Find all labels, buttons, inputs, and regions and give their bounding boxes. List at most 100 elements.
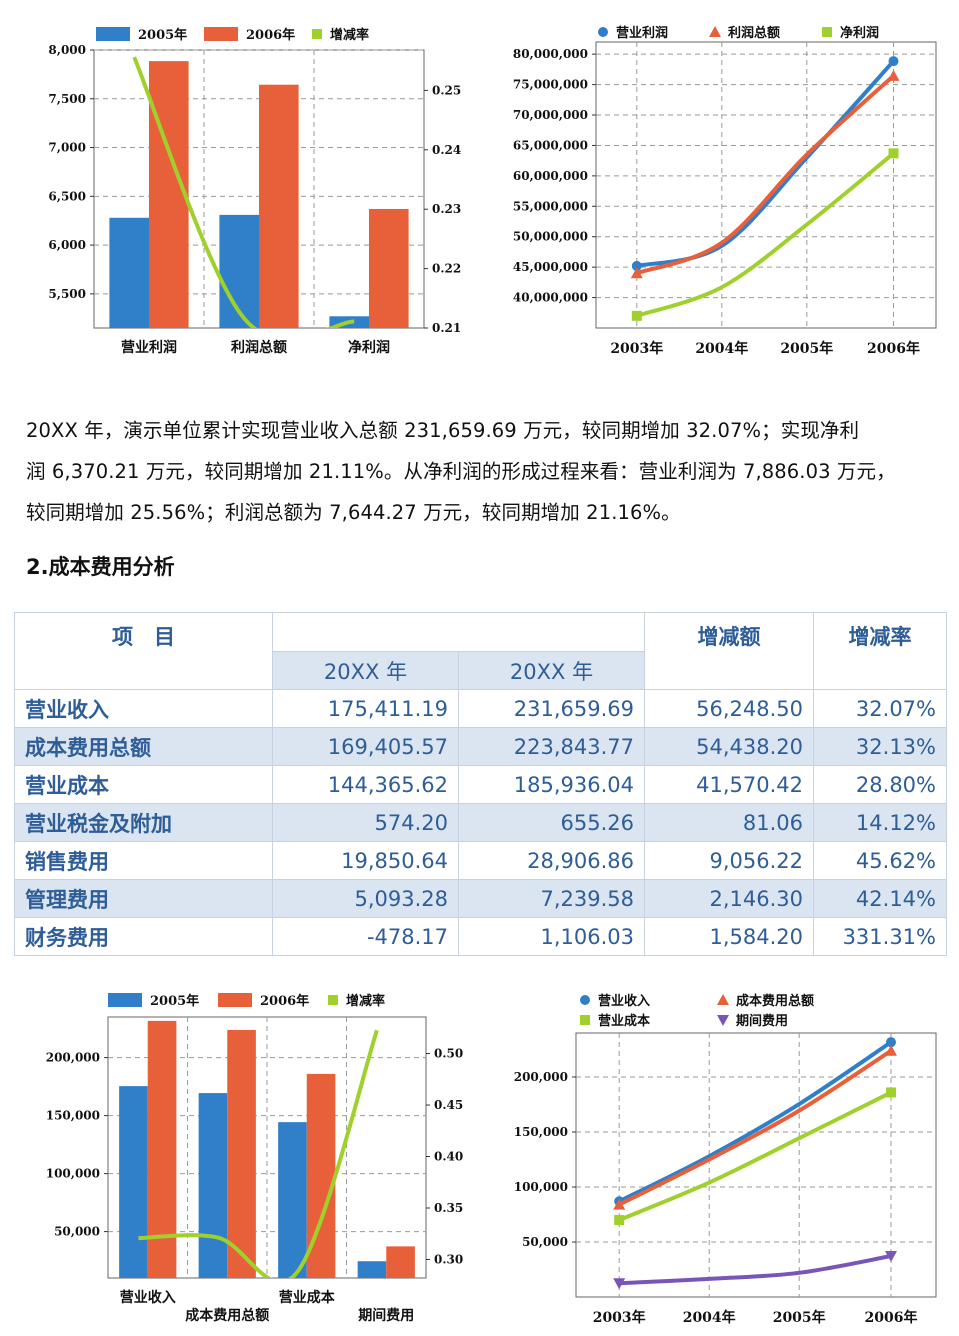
series-point bbox=[613, 1278, 626, 1290]
legend-label: 2006年 bbox=[260, 993, 309, 1009]
bar bbox=[119, 1086, 148, 1278]
y-tick-label: 5,500 bbox=[48, 287, 86, 301]
cell-value: 28,906.86 bbox=[458, 841, 645, 880]
table-row: 销售费用 19,850.64 28,906.86 9,056.22 45.62% bbox=[14, 841, 947, 880]
cell-value: 54,438.20 bbox=[644, 727, 814, 766]
y2-tick-label: 0.45 bbox=[434, 1098, 463, 1112]
series-point bbox=[630, 267, 643, 279]
rate-line bbox=[138, 1029, 379, 1278]
x-tick-label: 2004年 bbox=[683, 1309, 736, 1326]
series-point bbox=[631, 260, 642, 271]
y-tick-label: 150,000 bbox=[46, 1109, 100, 1123]
cell-value: 14.12% bbox=[813, 803, 947, 842]
y-tick-label: 50,000 bbox=[522, 1235, 568, 1249]
series-line bbox=[618, 1049, 893, 1207]
cost-analysis-table: 项 目 增减额 增减率 20XX 年 20XX 年 营业收入 175,411.19… bbox=[14, 612, 947, 956]
cell-value: 56,248.50 bbox=[644, 689, 814, 728]
x-tick-label: 2005年 bbox=[773, 1309, 826, 1326]
row-label: 销售费用 bbox=[14, 841, 273, 880]
legend-swatch bbox=[218, 993, 252, 1007]
legend-marker bbox=[717, 1015, 729, 1026]
y-tick-label: 6,500 bbox=[48, 189, 86, 203]
legend-swatch bbox=[312, 29, 322, 39]
paragraph-line: 润 6,370.21 万元，较同期增加 21.11%。从净利润的形成过程来看：营… bbox=[26, 460, 896, 483]
table-row: 管理费用 5,093.28 7,239.58 2,146.30 42.14% bbox=[14, 879, 947, 918]
legend-label: 2005年 bbox=[138, 27, 187, 43]
y-tick-label: 100,000 bbox=[46, 1167, 100, 1181]
series-line bbox=[618, 1040, 893, 1204]
x-category-label: 营业利润 bbox=[121, 339, 177, 356]
bar bbox=[278, 1122, 307, 1278]
cell-value: 19,850.64 bbox=[272, 841, 459, 880]
y-tick-label: 40,000,000 bbox=[513, 291, 588, 305]
y2-tick-label: 0.35 bbox=[434, 1201, 463, 1215]
y-tick-label: 150,000 bbox=[514, 1125, 568, 1139]
y-tick-label: 80,000,000 bbox=[513, 47, 588, 61]
cell-value: 41,570.42 bbox=[644, 765, 814, 804]
cell-value: 32.07% bbox=[813, 689, 947, 728]
cell-value: 169,405.57 bbox=[272, 727, 459, 766]
y-tick-label: 200,000 bbox=[46, 1051, 100, 1065]
y-tick-label: 45,000,000 bbox=[513, 260, 588, 274]
series-line bbox=[619, 1254, 892, 1286]
y2-tick-label: 0.25 bbox=[432, 83, 461, 97]
bar bbox=[109, 217, 149, 328]
y2-tick-label: 0.24 bbox=[432, 143, 461, 157]
row-label: 营业收入 bbox=[14, 689, 273, 728]
cost-trend-line-chart: 200,000 150,000 100,000 50,000 2003年 2004年 200… bbox=[480, 975, 959, 1336]
bar bbox=[357, 1261, 387, 1278]
section-heading: 2.成本费用分析 bbox=[26, 555, 175, 579]
cell-value: 5,093.28 bbox=[272, 879, 459, 918]
bar bbox=[259, 84, 299, 328]
y-tick-label: 55,000,000 bbox=[513, 199, 588, 213]
y-tick-label: 100,000 bbox=[514, 1180, 568, 1194]
y-tick-label: 75,000,000 bbox=[513, 78, 588, 92]
y-tick-label: 6,000 bbox=[48, 238, 86, 252]
cell-value: 2,146.30 bbox=[644, 879, 814, 918]
y-tick-label: 7,000 bbox=[48, 141, 86, 155]
legend-label: 成本费用总额 bbox=[736, 993, 814, 1009]
legend-label: 营业收入 bbox=[598, 993, 650, 1009]
legend-label: 净利润 bbox=[840, 25, 879, 41]
row-label: 财务费用 bbox=[14, 917, 273, 956]
legend-label: 2006年 bbox=[246, 27, 295, 43]
header-year-1: 20XX 年 bbox=[272, 651, 459, 690]
x-tick-label: 2003年 bbox=[593, 1309, 646, 1326]
header-change: 增减额 bbox=[644, 612, 814, 690]
legend-swatch bbox=[108, 993, 142, 1007]
header-rate: 增减率 bbox=[813, 612, 947, 690]
table-row: 营业税金及附加 574.20 655.26 81.06 14.12% bbox=[14, 803, 947, 842]
series-line bbox=[636, 151, 895, 318]
y2-tick-label: 0.40 bbox=[434, 1150, 463, 1164]
row-label: 管理费用 bbox=[14, 879, 273, 918]
legend-marker bbox=[598, 27, 608, 37]
row-label: 营业税金及附加 bbox=[14, 803, 273, 842]
series-point bbox=[885, 1044, 897, 1056]
cell-value: -478.17 bbox=[272, 917, 459, 956]
row-label: 成本费用总额 bbox=[14, 727, 273, 766]
cell-value: 1,106.03 bbox=[458, 917, 645, 956]
bar bbox=[227, 1029, 256, 1278]
bar bbox=[149, 61, 189, 329]
table-row: 成本费用总额 169,405.57 223,843.77 54,438.20 32.13… bbox=[14, 727, 947, 766]
y2-tick-label: 0.50 bbox=[434, 1047, 463, 1061]
series-point bbox=[614, 1215, 625, 1225]
bar bbox=[147, 1020, 177, 1278]
legend-marker bbox=[580, 995, 590, 1005]
x-category-label: 净利润 bbox=[348, 339, 390, 356]
series-line bbox=[636, 74, 895, 276]
cost-bar-chart: 200,000 150,000 100,000 50,000 0.50 0.45 0.40 0… bbox=[0, 975, 480, 1336]
y2-tick-label: 0.23 bbox=[432, 202, 461, 216]
x-category-label: 营业收入 bbox=[120, 1289, 176, 1306]
table-row: 营业收入 175,411.19 231,659.69 56,248.50 32.07% bbox=[14, 689, 947, 728]
y2-tick-label: 0.30 bbox=[434, 1252, 463, 1266]
cell-value: 32.13% bbox=[813, 727, 947, 766]
cell-value: 1,584.20 bbox=[644, 917, 814, 956]
cell-value: 223,843.77 bbox=[458, 727, 645, 766]
legend-label: 增减率 bbox=[330, 27, 369, 43]
legend-swatch bbox=[328, 995, 338, 1005]
profit-trend-line-chart: 80,000,000 75,000,000 70,000,000 65,000,000… bbox=[480, 0, 959, 375]
cell-value: 45.62% bbox=[813, 841, 947, 880]
cell-value: 185,936.04 bbox=[458, 765, 645, 804]
legend-swatch bbox=[96, 27, 130, 41]
